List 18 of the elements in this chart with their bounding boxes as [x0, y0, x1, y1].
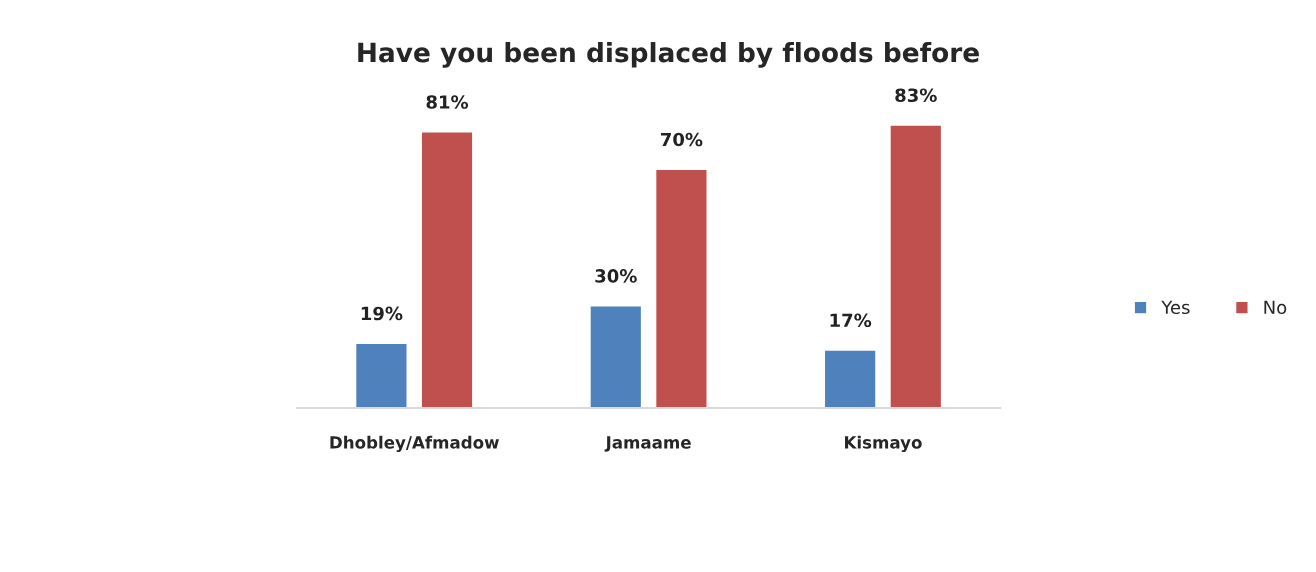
x-tick-label: Jamaame [604, 436, 691, 452]
bar [420, 131, 474, 409]
data-label: 19% [361, 306, 403, 321]
chart-title: Have you been displaced by floods before [358, 42, 979, 68]
legend-label: Yes [1161, 300, 1190, 315]
bar [354, 342, 408, 409]
data-label: 83% [895, 88, 937, 103]
x-tick-label: Kismayo [845, 435, 922, 453]
bar [654, 168, 708, 409]
bar [889, 124, 943, 409]
data-label: 70% [661, 132, 703, 147]
bar [589, 305, 643, 409]
x-tick-label: Dhobley/Afmadow [330, 435, 499, 453]
data-label: 17% [830, 313, 872, 328]
data-label: 81% [426, 95, 469, 109]
legend-label: No [1264, 300, 1287, 315]
data-label: 30% [595, 269, 637, 283]
bar [823, 349, 877, 409]
